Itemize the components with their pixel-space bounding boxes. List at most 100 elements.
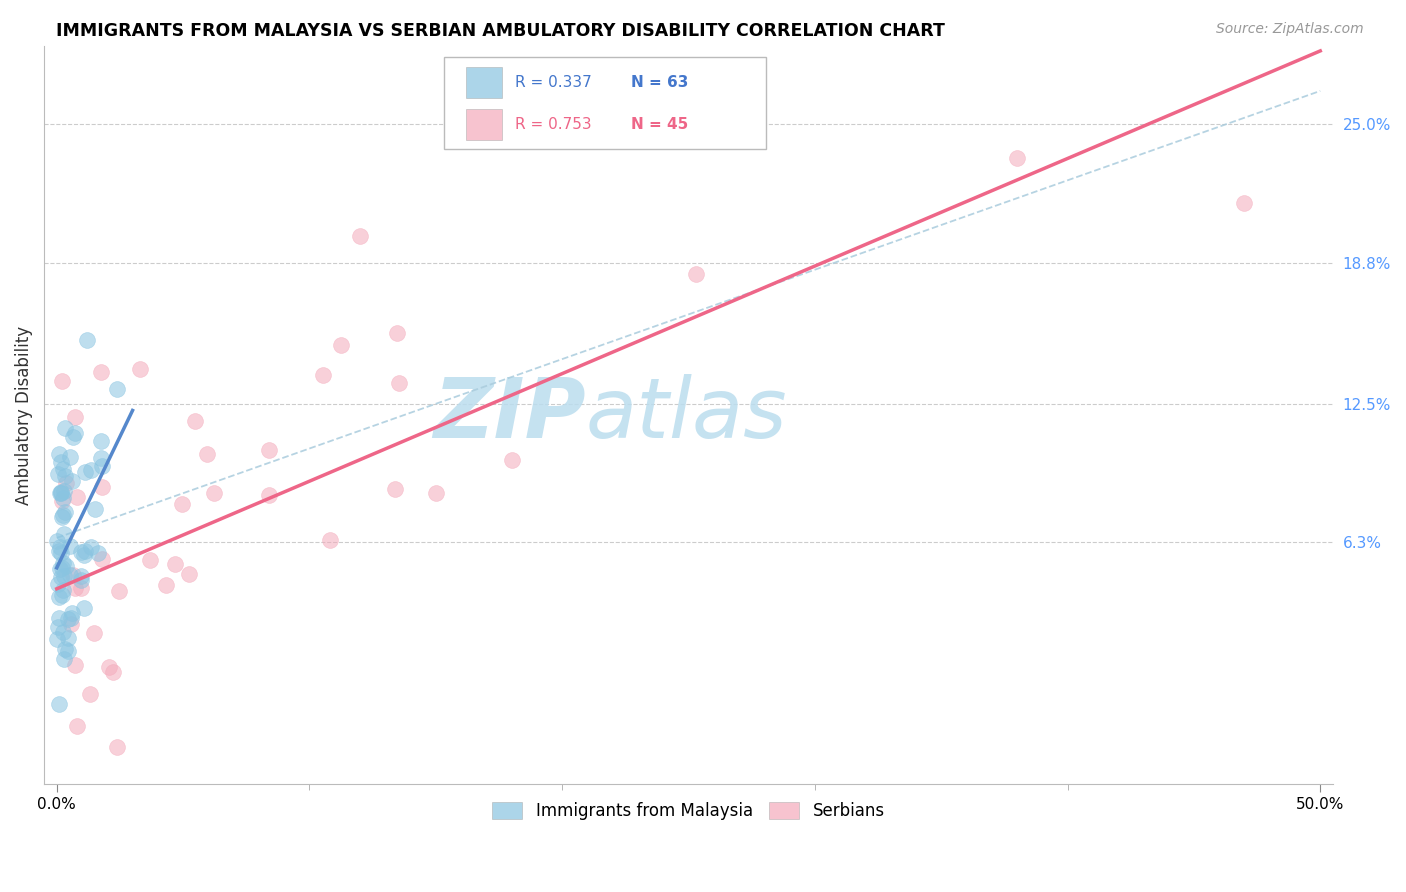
Point (105, 382, 128, 396)
Point (60, 606, 83, 620)
Point (138, 552, 160, 566)
Point (91, 552, 114, 566)
Point (388, 376, 411, 391)
Point (51, 588, 73, 602)
Point (70, 573, 93, 587)
Point (177, 567, 200, 582)
Point (51, 546, 73, 560)
Point (73, 465, 96, 479)
Text: Source: ZipAtlas.com: Source: ZipAtlas.com (1216, 22, 1364, 37)
Point (53, 504, 76, 518)
Point (90, 365, 112, 379)
Point (52, 491, 75, 506)
Point (105, 740, 128, 755)
Text: atlas: atlas (585, 375, 787, 456)
Point (69, 545, 91, 559)
Point (108, 583, 131, 598)
Point (55, 559, 77, 574)
Y-axis label: Ambulatory Disability: Ambulatory Disability (15, 326, 32, 505)
Point (49, 540, 72, 554)
Point (66, 719, 89, 733)
Point (90, 434, 112, 448)
Point (73, 600, 96, 615)
Point (349, 229, 371, 244)
Point (59, 568, 82, 582)
Point (46, 576, 69, 591)
Point (184, 414, 207, 428)
Point (312, 368, 335, 382)
Point (60, 616, 83, 631)
Point (83, 626, 105, 640)
Point (52, 508, 75, 522)
Point (52, 483, 75, 498)
Point (319, 533, 342, 547)
Point (66, 490, 89, 504)
Point (79, 687, 101, 701)
Point (53, 641, 76, 656)
Point (91, 480, 114, 494)
Point (52, 651, 75, 665)
Point (91, 459, 114, 474)
Point (75, 544, 97, 558)
Point (62, 430, 84, 444)
Point (259, 488, 281, 502)
FancyBboxPatch shape (465, 67, 502, 98)
Point (52, 582, 75, 597)
Point (387, 326, 409, 340)
Point (685, 268, 707, 282)
Point (80, 540, 103, 554)
Point (58, 539, 80, 553)
Point (90, 450, 112, 465)
Point (425, 486, 447, 500)
Point (49, 484, 72, 499)
Point (101, 665, 124, 680)
Point (128, 362, 150, 376)
Point (257, 442, 280, 457)
Point (51, 493, 73, 508)
Point (55, 475, 77, 490)
Point (62, 568, 84, 582)
Point (49, 455, 72, 469)
Point (59, 610, 82, 624)
Point (63, 658, 86, 673)
Point (52, 462, 75, 476)
Point (48, 447, 70, 461)
Point (46, 632, 69, 647)
Point (202, 485, 225, 500)
Point (87, 546, 110, 560)
Point (52, 625, 75, 640)
Point (46, 467, 69, 481)
Point (155, 577, 177, 591)
Point (170, 497, 193, 511)
Point (51, 509, 73, 524)
Point (60, 474, 83, 488)
Point (165, 558, 187, 572)
Point (51, 374, 73, 388)
Point (49, 562, 72, 576)
Point (51, 570, 73, 584)
Point (53, 420, 76, 434)
Point (46, 534, 69, 549)
Text: R = 0.337: R = 0.337 (515, 75, 592, 90)
Point (169, 801, 191, 815)
Point (63, 581, 86, 595)
Point (384, 483, 406, 497)
Point (46, 620, 69, 634)
Point (52, 527, 75, 541)
Text: ZIP: ZIP (433, 375, 585, 456)
Point (56, 631, 79, 645)
Point (51, 560, 73, 574)
Point (48, 544, 70, 558)
Point (49, 485, 72, 500)
Point (48, 590, 70, 604)
Point (80, 462, 103, 476)
Point (63, 425, 86, 440)
Point (58, 644, 80, 658)
Point (195, 447, 218, 461)
Point (1233, 195, 1256, 210)
Point (70, 569, 93, 583)
Point (84, 501, 107, 516)
Point (56, 612, 79, 626)
Point (59, 450, 82, 464)
Point (76, 333, 98, 347)
